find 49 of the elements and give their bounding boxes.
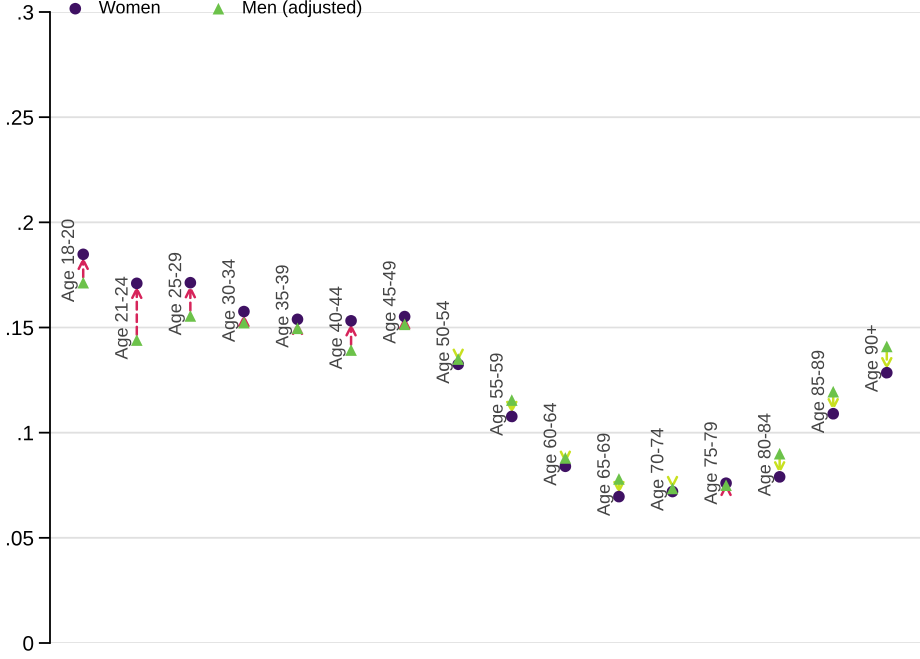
x-tick-label: Age 55-59: [490, 353, 506, 436]
legend-label: Women: [98, 0, 160, 14]
point: [77, 276, 90, 289]
x-tick-label: Age 30-34: [222, 259, 238, 342]
x-tick-label: Age 21-24: [114, 276, 132, 360]
point: [506, 410, 518, 422]
point: [130, 334, 143, 346]
x-tick-label: Age 60-64: [544, 402, 560, 486]
x-tick-label: Age 75-79: [704, 422, 721, 505]
point: [880, 366, 893, 379]
x-tick-label: Age 35-39: [276, 265, 292, 348]
point: [345, 344, 357, 356]
x-tick-label: Age 90+: [864, 325, 882, 392]
point: [452, 353, 464, 365]
x-tick-label: Age 70-74: [650, 428, 668, 511]
point: [506, 394, 518, 406]
x-tick-label: Age 45-49: [382, 261, 400, 344]
point: [398, 310, 410, 322]
point: [292, 313, 304, 326]
x-tick-label: Age 65-69: [597, 434, 614, 516]
point: [774, 448, 786, 460]
y-tick-label: .05: [6, 530, 34, 546]
point: [130, 278, 143, 290]
x-tick-label: Age 40-44: [329, 286, 346, 370]
x-tick-label: Age 25-29: [168, 252, 185, 336]
point: [666, 482, 678, 494]
x-tick-label: Age 85-89: [811, 350, 828, 434]
point: [184, 276, 196, 289]
point: [77, 248, 90, 260]
point: [184, 310, 196, 322]
point: [238, 306, 250, 318]
point: [774, 471, 786, 483]
y-tick-label: .1: [18, 426, 34, 440]
point: [613, 473, 625, 485]
point: [720, 479, 732, 492]
x-tick-label: Age 18-20: [61, 220, 78, 302]
y-tick-label: .3: [18, 5, 34, 20]
y-tick-label: .15: [6, 320, 34, 336]
y-tick-label: .2: [18, 215, 33, 230]
point: [345, 314, 357, 327]
point: [613, 490, 625, 502]
point: [827, 386, 840, 398]
point: [827, 408, 840, 420]
x-tick-label: Age 80-84: [758, 413, 774, 496]
y-tick-label: 0: [23, 636, 34, 651]
x-tick-label: Age 50-54: [436, 300, 453, 384]
legend-label: Men (adjusted): [243, 0, 362, 18]
point: [880, 340, 893, 352]
y-tick-label: .25: [6, 110, 34, 125]
